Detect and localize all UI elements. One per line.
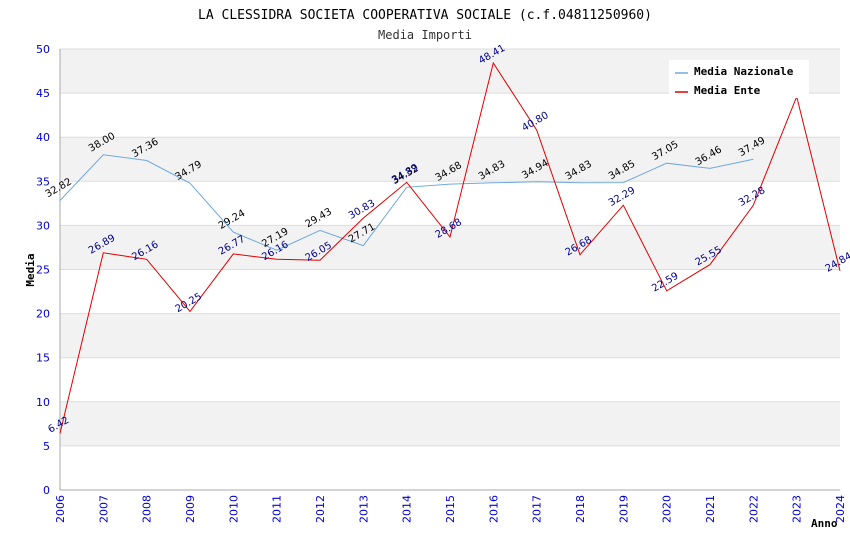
y-tick-label: 50 (36, 43, 50, 56)
y-tick-labels: 0 5 10 15 20 25 30 35 40 45 50 (36, 43, 50, 497)
chart-subtitle: Media Importi (378, 28, 472, 42)
band-5-10 (60, 401, 840, 446)
y-tick-label: 40 (36, 131, 50, 144)
x-tick-label: 2017 (531, 495, 544, 523)
x-tick-label: 2012 (314, 495, 327, 523)
x-tick-label: 2013 (357, 495, 370, 523)
legend-label-media-ente: Media Ente (694, 84, 761, 97)
x-axis-label: Anno (811, 517, 838, 530)
x-tick-label: 2018 (574, 495, 587, 523)
band-0-5 (60, 445, 840, 490)
x-tick-label: 2022 (747, 495, 760, 523)
x-tick-label: 2015 (444, 495, 457, 523)
band-20-25 (60, 269, 840, 314)
x-tick-label: 2024 (834, 495, 847, 523)
x-tick-label: 2008 (141, 495, 154, 523)
y-tick-label: 20 (36, 308, 50, 321)
x-tick-labels: 2006 2007 2008 2009 2010 2011 2012 2013 2014 2015… (54, 495, 847, 523)
y-tick-label: 15 (36, 352, 50, 365)
band-40-45 (60, 93, 840, 138)
chart-title: LA CLESSIDRA SOCIETA COOPERATIVA SOCIALE… (198, 8, 652, 23)
x-tick-label: 2021 (704, 495, 717, 523)
series-line-media-nazionale (59, 154, 754, 251)
y-axis-label: Media (24, 253, 37, 286)
y-tick-label: 30 (36, 219, 50, 232)
y-tick-label: 5 (43, 440, 50, 453)
x-tick-label: 2020 (661, 495, 674, 523)
x-tick-label: 2014 (401, 495, 414, 523)
band-10-15 (60, 357, 840, 402)
y-tick-label: 0 (43, 484, 50, 497)
plot-background-bands (60, 49, 840, 490)
band-25-30 (60, 225, 840, 270)
y-tick-label: 25 (36, 264, 50, 277)
x-tick-label: 2006 (54, 495, 67, 523)
x-tick-label: 2010 (227, 495, 240, 523)
series-line-media-ente (59, 61, 841, 434)
x-tick-label: 2011 (271, 495, 284, 523)
legend: Media Nazionale Media Ente (669, 60, 809, 98)
legend-box (669, 60, 809, 98)
x-tick-label: 2007 (97, 495, 110, 523)
band-30-35 (60, 181, 840, 226)
x-tick-label: 2016 (487, 495, 500, 523)
y-tick-label: 10 (36, 396, 50, 409)
x-tick-label: 2009 (184, 495, 197, 523)
x-tick-label: 2023 (791, 495, 804, 523)
y-tick-label: 35 (36, 175, 50, 188)
band-15-20 (60, 313, 840, 358)
x-tick-label: 2019 (617, 495, 630, 523)
band-35-40 (60, 137, 840, 182)
series-lines (59, 61, 841, 434)
y-tick-label: 45 (36, 87, 50, 100)
legend-label-media-nazionale: Media Nazionale (694, 65, 794, 78)
